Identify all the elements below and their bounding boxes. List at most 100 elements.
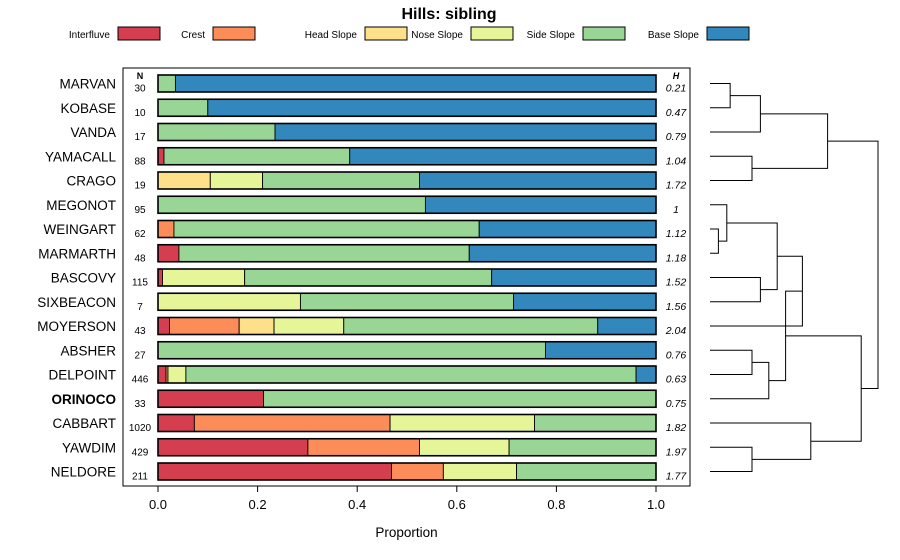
bar-segment-side-slope — [157, 123, 276, 141]
dendrogram-link — [710, 155, 753, 181]
bar-segment-side-slope — [157, 98, 209, 117]
n-value: 10 — [134, 108, 146, 119]
h-value: 0.79 — [666, 131, 687, 143]
bar-segment-nose-slope — [167, 365, 187, 384]
bar-segment-interfluve — [157, 462, 393, 481]
bar-segment-base-slope — [478, 220, 657, 238]
bar-segment-side-slope — [534, 414, 657, 432]
dendrogram-link — [785, 335, 862, 442]
legend-label-interfluve: Interfluve — [69, 30, 111, 41]
bar-segment-base-slope — [274, 123, 657, 141]
n-value: 30 — [134, 84, 146, 95]
bar-segment-interfluve — [157, 317, 170, 335]
dendrogram-link — [752, 113, 829, 169]
h-value: 1.52 — [666, 277, 687, 289]
chart-title: Hills: sibling — [401, 6, 496, 23]
n-value: 17 — [134, 132, 146, 143]
bar-segment-side-slope — [516, 462, 657, 481]
h-value: 1.82 — [666, 422, 687, 434]
n-value: 48 — [134, 253, 146, 264]
n-value: 7 — [137, 302, 143, 313]
bar-outline — [157, 413, 657, 433]
legend-swatch-head-slope — [364, 26, 408, 41]
row-label: CRAGO — [66, 174, 116, 189]
bar-segment-side-slope — [178, 244, 470, 263]
dendrogram-link — [710, 277, 761, 303]
bar-segment-nose-slope — [209, 171, 264, 190]
bar-segment-nose-slope — [389, 414, 535, 432]
row-label: YAWDIM — [62, 440, 116, 455]
bar-segment-interfluve — [157, 147, 165, 166]
bar-segment-side-slope — [163, 147, 351, 166]
row-label: ORINOCO — [51, 392, 116, 407]
bar-outline — [157, 74, 657, 93]
legend-swatch-nose-slope — [470, 26, 514, 41]
bar-segment-interfluve — [157, 244, 180, 263]
h-value: 1 — [673, 204, 679, 216]
row-label: KOBASE — [60, 101, 116, 116]
n-value: 33 — [134, 399, 146, 410]
legend-swatch-side-slope — [582, 26, 626, 41]
dendrogram-link — [827, 140, 879, 390]
h-value: 1.56 — [666, 301, 687, 313]
bar-outline — [157, 122, 657, 142]
bar-segment-base-slope — [544, 341, 657, 360]
bar-segment-side-slope — [185, 365, 637, 384]
row-delpoint: DELPOINT 446 0.63 — [48, 365, 687, 386]
h-value: 0.63 — [666, 374, 687, 386]
row-neldore: NELDORE 211 1.77 — [51, 462, 688, 483]
row-label: NELDORE — [51, 465, 116, 480]
h-value: 1.72 — [666, 180, 687, 192]
x-tick-label: 0.0 — [149, 497, 167, 512]
bar-outline — [157, 195, 657, 215]
bar-segment-interfluve — [157, 389, 265, 408]
bar-segment-interfluve — [157, 414, 195, 432]
row-label: ABSHER — [60, 343, 116, 358]
bar-segment-side-slope — [343, 317, 599, 335]
row-moyerson: MOYERSON 43 2.04 — [37, 316, 686, 337]
row-crago: CRAGO 19 1.72 — [66, 171, 687, 192]
row-marvan: MARVAN 30 0.21 — [59, 74, 686, 95]
bar-segment-base-slope — [597, 317, 657, 335]
legend-label-base-slope: Base Slope — [648, 30, 700, 41]
bar-outline — [157, 219, 657, 239]
row-label: MARVAN — [59, 77, 116, 92]
legend: Interfluve Crest Head Slope Nose Slope Side … — [69, 26, 750, 41]
n-value: 115 — [132, 278, 148, 289]
bar-segment-crest — [307, 438, 420, 457]
h-value: 0.76 — [666, 349, 687, 361]
x-tick-label: 0.4 — [348, 497, 366, 512]
n-value: 62 — [134, 229, 146, 240]
x-tick-label: 0.8 — [547, 497, 565, 512]
n-value: 211 — [132, 472, 148, 483]
row-label: SIXBEACON — [37, 295, 116, 310]
dendrogram-link — [710, 349, 753, 375]
h-value: 1.97 — [666, 446, 688, 458]
row-absher: ABSHER 27 0.76 — [60, 340, 687, 361]
n-value: 43 — [134, 326, 146, 337]
row-label: MOYERSON — [37, 319, 116, 334]
bar-outline — [157, 389, 657, 409]
h-value: 1.18 — [666, 252, 687, 264]
bar-segment-base-slope — [424, 195, 657, 214]
x-axis-label: Proportion — [375, 525, 437, 540]
bar-segment-crest — [169, 317, 240, 335]
dendrogram — [710, 83, 879, 472]
row-sixbeacon: SIXBEACON 7 1.56 — [37, 292, 687, 313]
legend-label-side-slope: Side Slope — [527, 30, 576, 41]
bar-segment-interfluve — [157, 438, 309, 457]
n-value: 429 — [132, 447, 149, 458]
bar-segment-side-slope — [508, 438, 657, 457]
plot-panel — [122, 67, 691, 487]
legend-swatch-base-slope — [706, 26, 750, 41]
h-value: 1.04 — [666, 155, 687, 167]
bar-outline — [157, 243, 657, 263]
bar-segment-base-slope — [468, 244, 657, 263]
row-marmarth: MARMARTH 48 1.18 — [38, 243, 687, 264]
dendrogram-link — [710, 95, 761, 133]
row-orinoco: ORINOCO 33 0.75 — [51, 389, 686, 410]
row-label: WEINGART — [43, 222, 116, 237]
n-value: 19 — [134, 181, 146, 192]
h-value: 1.77 — [666, 471, 688, 483]
